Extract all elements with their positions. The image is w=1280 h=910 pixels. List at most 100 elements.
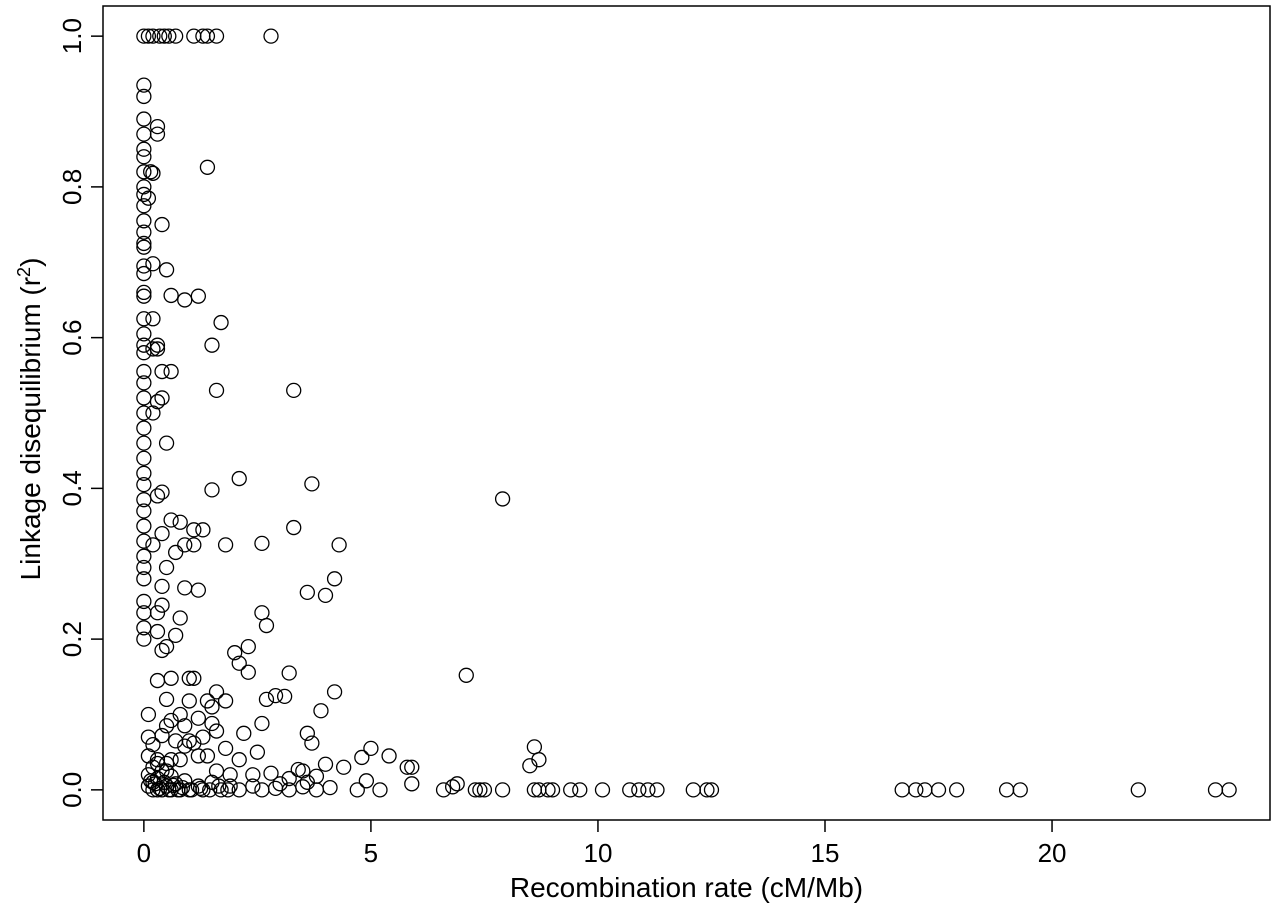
data-point [136, 198, 152, 214]
data-point [631, 782, 647, 798]
data-point [276, 688, 293, 705]
data-point [217, 693, 234, 709]
data-point [136, 326, 152, 342]
data-point [190, 582, 207, 598]
data-point [172, 514, 188, 530]
data-point [190, 288, 207, 304]
data-point [181, 670, 197, 686]
data-point [136, 405, 152, 421]
data-point [372, 782, 388, 798]
data-point [245, 767, 261, 783]
data-point [245, 778, 261, 794]
data-point [149, 752, 166, 768]
data-point [177, 537, 193, 553]
data-point [163, 363, 179, 380]
data-point [208, 723, 225, 739]
data-point [154, 578, 170, 595]
data-point [202, 782, 218, 798]
data-point [158, 718, 175, 734]
data-point [998, 782, 1015, 798]
data-point [358, 773, 375, 789]
data-point [199, 748, 216, 764]
data-point [435, 782, 452, 798]
data-point [317, 756, 334, 772]
data-point [258, 617, 275, 634]
data-point [136, 548, 152, 564]
data-point [165, 777, 182, 793]
data-point [154, 363, 170, 380]
data-point [231, 655, 247, 671]
data-point [399, 759, 415, 775]
data-point [136, 375, 152, 391]
data-point [190, 710, 207, 726]
data-point [174, 779, 191, 796]
data-point [149, 118, 166, 135]
data-point [917, 782, 933, 798]
y-tick-label: 0.4 [57, 470, 87, 506]
data-point [154, 484, 170, 500]
data-point [211, 778, 227, 794]
data-point [467, 782, 484, 798]
data-point [177, 292, 193, 308]
data-point [183, 782, 200, 798]
data-point [136, 390, 152, 406]
x-axis-title: Recombination rate (cM/Mb) [510, 872, 863, 903]
data-point [154, 763, 170, 779]
data-point [1207, 782, 1224, 798]
data-point [299, 584, 315, 601]
data-point [156, 774, 172, 790]
data-point [136, 186, 152, 203]
data-point [140, 748, 157, 764]
data-point [208, 382, 225, 399]
data-point [594, 782, 611, 798]
data-point [154, 597, 170, 613]
data-point [544, 782, 561, 798]
data-point [240, 664, 256, 680]
data-point [231, 752, 247, 768]
data-point [286, 382, 302, 399]
data-point [149, 341, 166, 357]
data-point [258, 691, 275, 708]
data-point [163, 287, 179, 304]
data-points [136, 28, 1237, 798]
data-point [136, 284, 152, 301]
data-point [217, 537, 234, 553]
plot-frame [102, 5, 1271, 821]
data-point [158, 435, 175, 451]
data-point [158, 691, 175, 708]
data-point [186, 537, 202, 553]
data-point [149, 672, 166, 689]
y-axis: 0.0 0.2 0.4 0.6 0.8 1.0 [57, 18, 103, 808]
data-point [286, 519, 302, 536]
y-tick-label: 0.8 [57, 169, 87, 205]
data-point [145, 165, 161, 181]
data-point [304, 735, 320, 751]
data-point [404, 759, 420, 775]
data-point [161, 28, 177, 44]
data-point [213, 314, 229, 331]
data-point [145, 405, 161, 421]
data-point [472, 782, 488, 798]
data-point [208, 684, 225, 700]
data-point [444, 779, 461, 795]
data-point [249, 744, 266, 760]
data-point [136, 126, 152, 142]
data-point [149, 337, 166, 353]
data-point [136, 235, 152, 252]
y-tick-label: 0.0 [57, 772, 87, 808]
data-point [163, 670, 179, 686]
data-point [172, 752, 188, 768]
data-point [143, 164, 159, 180]
data-point [894, 782, 910, 798]
data-point [220, 782, 236, 798]
data-point [363, 740, 379, 757]
data-point [308, 782, 325, 798]
data-point [458, 667, 474, 683]
data-point [254, 715, 270, 732]
data-point [168, 733, 184, 749]
data-point [156, 28, 172, 44]
data-point [145, 341, 161, 357]
data-point [317, 587, 334, 604]
data-point [136, 77, 152, 93]
data-point [136, 213, 152, 229]
